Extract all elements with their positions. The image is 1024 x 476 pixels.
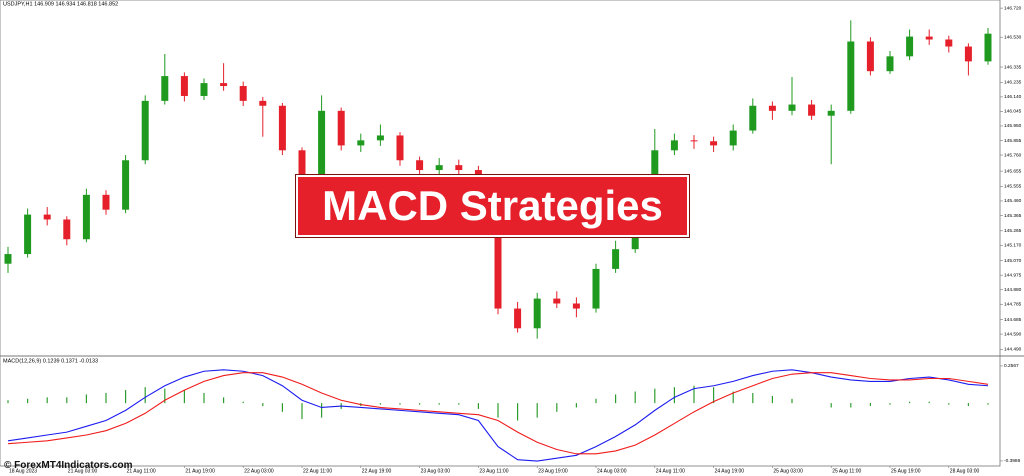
candle-body [141, 100, 149, 161]
candle-body [710, 141, 718, 146]
candle-body [455, 165, 463, 171]
candle-body [318, 110, 326, 175]
x-tick-label: 22 Aug 11:00 [303, 468, 332, 474]
y-tick-label: 0.2567 [1004, 363, 1019, 369]
candle-body [357, 140, 365, 146]
y-tick-label: 145.460 [1004, 198, 1022, 204]
y-tick-label: -0.3986 [1004, 458, 1021, 464]
candle-body [886, 56, 894, 72]
y-tick-label: 146.235 [1004, 80, 1022, 86]
y-tick-label: 144.880 [1004, 287, 1022, 293]
candle-body [63, 219, 71, 240]
y-tick-label: 145.855 [1004, 138, 1022, 144]
y-tick-label: 145.265 [1004, 228, 1022, 234]
candle-body [102, 194, 110, 210]
y-tick-label: 145.950 [1004, 123, 1022, 129]
candle-body [82, 194, 90, 240]
candle-body [337, 110, 345, 146]
candle-body [690, 140, 698, 142]
y-tick-label: 146.045 [1004, 109, 1022, 115]
candle-body [396, 135, 404, 161]
candle-body [572, 303, 580, 309]
x-tick-label: 23 Aug 19:00 [538, 468, 568, 474]
candle-body [768, 105, 776, 111]
candle-body [553, 298, 561, 304]
candle-body [220, 83, 228, 87]
y-tick-label: 144.685 [1004, 317, 1022, 323]
macd-title: MACD(12,26,9) 0.1239 0.1371 -0.0133 [3, 358, 98, 364]
x-tick-label: 24 Aug 19:00 [715, 468, 745, 474]
candle-body [4, 254, 12, 264]
watermark: © ForexMT4Indicators.com [4, 460, 133, 471]
y-tick-label: 144.590 [1004, 331, 1022, 337]
candle-body [435, 165, 443, 171]
candle-body [200, 83, 208, 96]
candle-body [161, 76, 169, 101]
price-title: USDJPY,H1 146.909 146.934 146.818 146.85… [3, 1, 118, 7]
x-tick-label: 24 Aug 03:00 [597, 468, 627, 474]
y-tick-label: 146.140 [1004, 94, 1022, 100]
candle-body [494, 189, 502, 309]
y-tick-label: 144.490 [1004, 347, 1022, 353]
x-tick-label: 21 Aug 11:00 [127, 468, 156, 474]
x-tick-label: 21 Aug 03:00 [68, 468, 98, 474]
y-tick-label: 145.170 [1004, 243, 1022, 249]
x-tick-label: 25 Aug 03:00 [773, 468, 803, 474]
x-tick-label: 23 Aug 03:00 [421, 468, 451, 474]
macd-line [7, 372, 989, 455]
y-tick-label: 146.530 [1004, 34, 1022, 40]
candle-body [24, 214, 32, 255]
candle-body [43, 214, 51, 220]
candle-body [533, 298, 541, 329]
candle-body [964, 46, 972, 62]
y-tick-label: 145.365 [1004, 213, 1022, 219]
candle-body [925, 36, 933, 40]
candle-body [827, 110, 835, 116]
y-tick-label: 145.555 [1004, 184, 1022, 190]
candle-body [612, 249, 620, 269]
candle-body [298, 150, 306, 175]
candle-body [122, 160, 130, 210]
candle-body [906, 36, 914, 57]
x-tick-label: 18 Aug 2023 [9, 468, 37, 474]
y-tick-label: 145.760 [1004, 152, 1022, 158]
candle-body [278, 105, 286, 151]
banner: MACD Strategies [295, 174, 690, 238]
candle-body [259, 100, 267, 106]
candle-body [180, 76, 188, 96]
x-tick-label: 21 Aug 19:00 [185, 468, 215, 474]
candle-body [808, 104, 816, 116]
candle-body [376, 135, 384, 141]
plot-frame [0, 0, 1001, 467]
x-tick-label: 22 Aug 19:00 [362, 468, 392, 474]
y-tick-label: 144.785 [1004, 302, 1022, 308]
x-tick-label: 25 Aug 19:00 [891, 468, 921, 474]
candle-body [866, 41, 874, 72]
candle-body [239, 86, 247, 101]
x-tick-label: 22 Aug 03:00 [244, 468, 274, 474]
x-tick-label: 23 Aug 11:00 [479, 468, 508, 474]
y-tick-label: 146.335 [1004, 64, 1022, 70]
x-tick-label: 24 Aug 11:00 [656, 468, 685, 474]
y-tick-label: 145.070 [1004, 258, 1022, 264]
x-tick-label: 25 Aug 11:00 [832, 468, 861, 474]
y-tick-label: 144.975 [1004, 272, 1022, 278]
x-tick-label: 28 Aug 03:00 [950, 468, 980, 474]
candle-body [788, 104, 796, 111]
y-tick-label: 146.720 [1004, 5, 1022, 11]
candle-body [729, 130, 737, 146]
candle-body [847, 41, 855, 111]
candle-body [514, 308, 522, 329]
candle-body [416, 160, 424, 171]
candle-body [945, 39, 953, 47]
candle-body [749, 105, 757, 131]
macd-line [7, 369, 989, 462]
candle-body [592, 268, 600, 309]
candle-body [670, 140, 678, 151]
candle-body [984, 33, 992, 62]
y-tick-label: 145.655 [1004, 168, 1022, 174]
